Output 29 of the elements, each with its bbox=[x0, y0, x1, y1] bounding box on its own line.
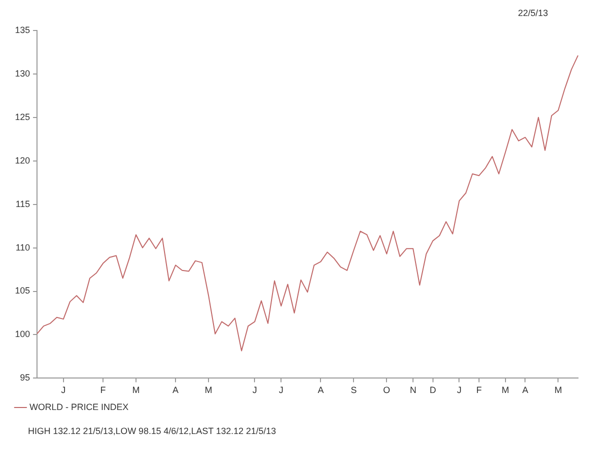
x-tick-label: F bbox=[100, 385, 106, 396]
legend-label: WORLD - PRICE INDEX bbox=[30, 402, 129, 412]
x-tick-label: J bbox=[456, 385, 462, 396]
x-tick-label: J bbox=[61, 385, 66, 396]
x-tick-label: N bbox=[410, 385, 416, 396]
text: HIGH 132.12 21/5/13,LOW 98.15 4/6/12,LAST 132.12 21/5/13 bbox=[27, 426, 278, 436]
y-tick-label: 120 bbox=[14, 155, 30, 166]
x-tick-label: A bbox=[318, 385, 324, 396]
y-tick-label: 125 bbox=[14, 112, 30, 122]
x-tick-label: D bbox=[430, 385, 437, 396]
x-tick-label: M bbox=[502, 385, 510, 396]
x-tick-label: F bbox=[476, 385, 482, 396]
y-tick-label: 105 bbox=[14, 286, 30, 296]
x-tick-label: A bbox=[172, 385, 179, 396]
x-tick-label: O bbox=[383, 385, 390, 396]
y-tick-label: 130 bbox=[14, 68, 30, 78]
x-tick-label: J bbox=[278, 385, 284, 396]
x-tick-label: A bbox=[522, 385, 528, 396]
x-tick-label: J bbox=[252, 385, 257, 396]
y-tick-label: 115 bbox=[16, 198, 30, 209]
y-tick-label: 110 bbox=[16, 242, 30, 252]
y-tick-label: 95 bbox=[20, 372, 30, 383]
y-tick-label: 135 bbox=[14, 24, 30, 35]
x-tick-label: M bbox=[554, 385, 562, 396]
x-tick-label: M bbox=[132, 385, 140, 396]
x-tick-label: M bbox=[204, 385, 212, 396]
y-tick-label: 100 bbox=[14, 329, 30, 340]
text: 22/5/13 bbox=[516, 8, 549, 20]
x-tick-label: S bbox=[350, 385, 357, 396]
